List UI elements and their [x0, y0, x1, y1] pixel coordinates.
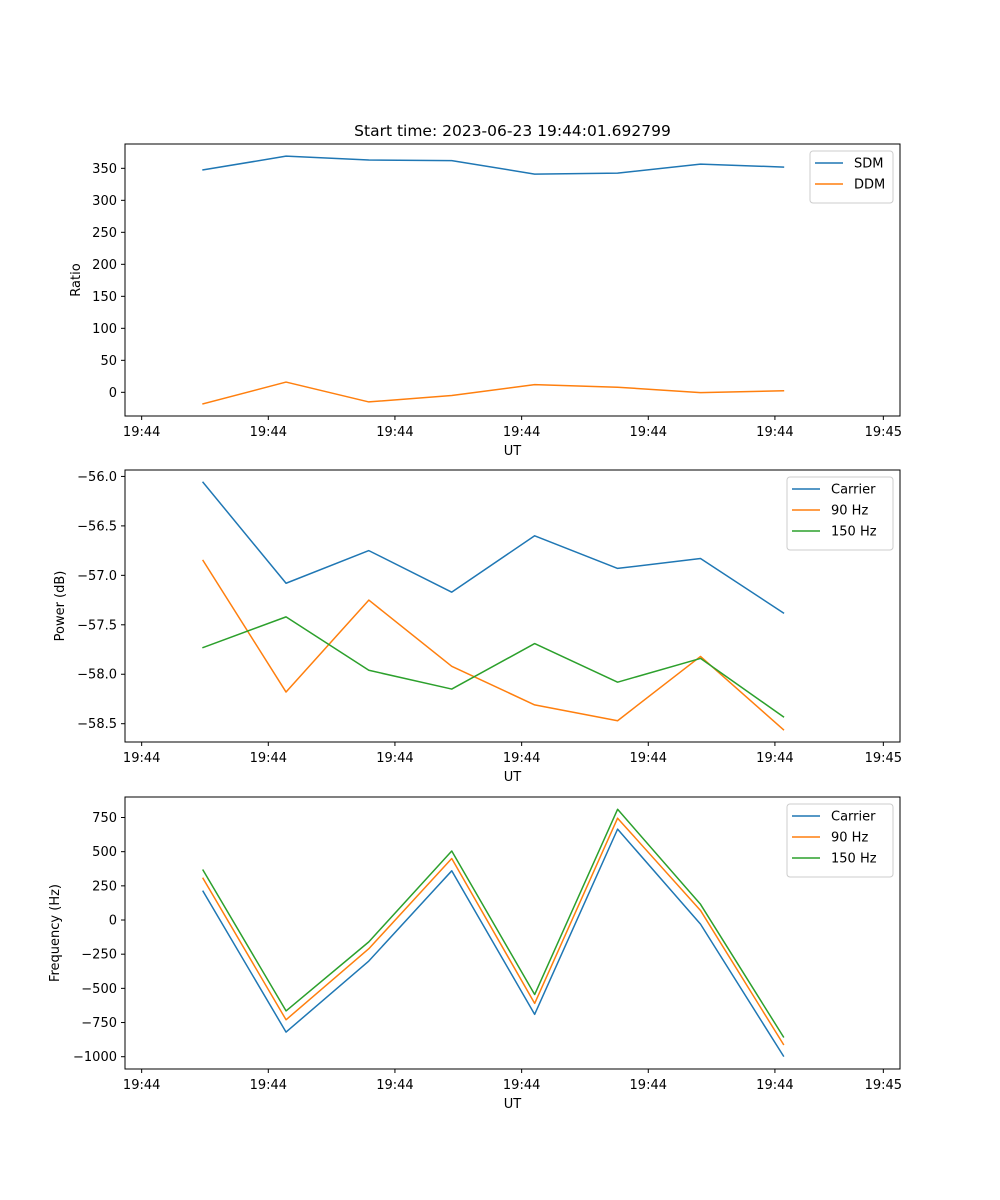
legend-label: 150 Hz — [831, 852, 877, 867]
x-tick-label: 19:44 — [123, 751, 160, 766]
legend-label: Carrier — [831, 810, 876, 825]
y-tick-label: −750 — [81, 1016, 117, 1031]
x-tick-label: 19:44 — [630, 751, 667, 766]
x-tick-label: 19:44 — [756, 1078, 793, 1093]
axes-frame — [124, 143, 901, 417]
x-tick-label: 19:45 — [865, 751, 902, 766]
x-tick-label: 19:44 — [756, 425, 793, 440]
subplot-1: Start time: 2023-06-23 19:44:01.692799 19… — [69, 122, 902, 459]
legend-label: 90 Hz — [831, 831, 868, 846]
y-tick-label: −58.0 — [77, 668, 117, 683]
y-tick-label: 0 — [109, 914, 117, 929]
y-tick-label: −57.0 — [77, 569, 117, 584]
y-axis-label: Power (dB) — [53, 571, 68, 642]
series-line-carrier — [202, 828, 785, 1058]
legend: Carrier 90 Hz 150 Hz — [786, 803, 894, 878]
legend: SDM DDM — [809, 150, 894, 204]
x-tick-label: 19:44 — [630, 1078, 667, 1093]
y-tick-label: 50 — [100, 354, 117, 369]
legend-label: 150 Hz — [831, 525, 877, 540]
y-tick-label: −250 — [81, 948, 117, 963]
x-tick-label: 19:44 — [503, 751, 540, 766]
x-tick-label: 19:44 — [376, 425, 413, 440]
subplot-2: 19:44 19:44 19:44 19:44 19:44 19:44 19:45 −56.0… — [53, 469, 902, 785]
x-tick-label: 19:44 — [250, 1078, 287, 1093]
y-tick-label: 500 — [92, 845, 117, 860]
x-tick-label: 19:44 — [376, 751, 413, 766]
series-line-ddm — [202, 381, 785, 405]
y-tick-label: 0 — [109, 386, 117, 401]
series-line-carrier — [201, 481, 785, 614]
y-tick-label: −58.5 — [77, 717, 117, 732]
x-tick-label: 19:44 — [503, 1078, 540, 1093]
y-axis-label: Frequency (Hz) — [48, 884, 63, 982]
y-tick-label: −500 — [81, 982, 117, 997]
x-tick-label: 19:44 — [123, 1078, 160, 1093]
y-axis-label: Ratio — [69, 263, 84, 296]
x-tick-label: 19:44 — [250, 751, 287, 766]
x-tick-label: 19:44 — [630, 425, 667, 440]
x-tick-label: 19:44 — [503, 425, 540, 440]
x-axis-label: UT — [504, 770, 522, 785]
y-tick-label: 300 — [92, 194, 117, 209]
axes-frame — [124, 469, 901, 743]
legend: Carrier 90 Hz 150 Hz — [786, 476, 894, 551]
series-line-150-hz — [202, 808, 785, 1038]
x-tick-label: 19:45 — [865, 1078, 902, 1093]
y-tick-label: 150 — [92, 290, 117, 305]
y-tick-label: 200 — [92, 258, 117, 273]
y-tick-label: 750 — [92, 811, 117, 826]
y-tick-label: 100 — [92, 322, 117, 337]
y-tick-label: 250 — [92, 226, 117, 241]
legend-label: 90 Hz — [831, 504, 868, 519]
x-tick-label: 19:44 — [756, 751, 793, 766]
legend-label: DDM — [854, 178, 885, 193]
y-tick-label: 250 — [92, 879, 117, 894]
y-tick-label: −56.5 — [77, 519, 117, 534]
series-line-150-hz — [202, 616, 785, 718]
series-line-90-hz — [202, 559, 785, 731]
x-axis-label: UT — [504, 444, 522, 459]
y-tick-label: −56.0 — [77, 470, 117, 485]
legend-box — [809, 150, 894, 204]
x-tick-label: 19:44 — [250, 425, 287, 440]
legend-label: SDM — [854, 157, 883, 172]
y-tick-label: −57.5 — [77, 618, 117, 633]
series-line-90-hz — [202, 817, 785, 1046]
y-tick-label: −1000 — [73, 1050, 117, 1065]
x-tick-label: 19:44 — [123, 425, 160, 440]
y-tick-label: 350 — [92, 162, 117, 177]
series-line-sdm — [202, 155, 785, 175]
subplot-3: 19:44 19:44 19:44 19:44 19:44 19:44 19:45 750 50… — [48, 796, 902, 1112]
x-tick-label: 19:44 — [376, 1078, 413, 1093]
axes-frame — [124, 796, 901, 1070]
x-tick-label: 19:45 — [865, 425, 902, 440]
x-axis-label: UT — [504, 1097, 522, 1112]
chart-title: Start time: 2023-06-23 19:44:01.692799 — [354, 122, 671, 140]
legend-label: Carrier — [831, 483, 876, 498]
